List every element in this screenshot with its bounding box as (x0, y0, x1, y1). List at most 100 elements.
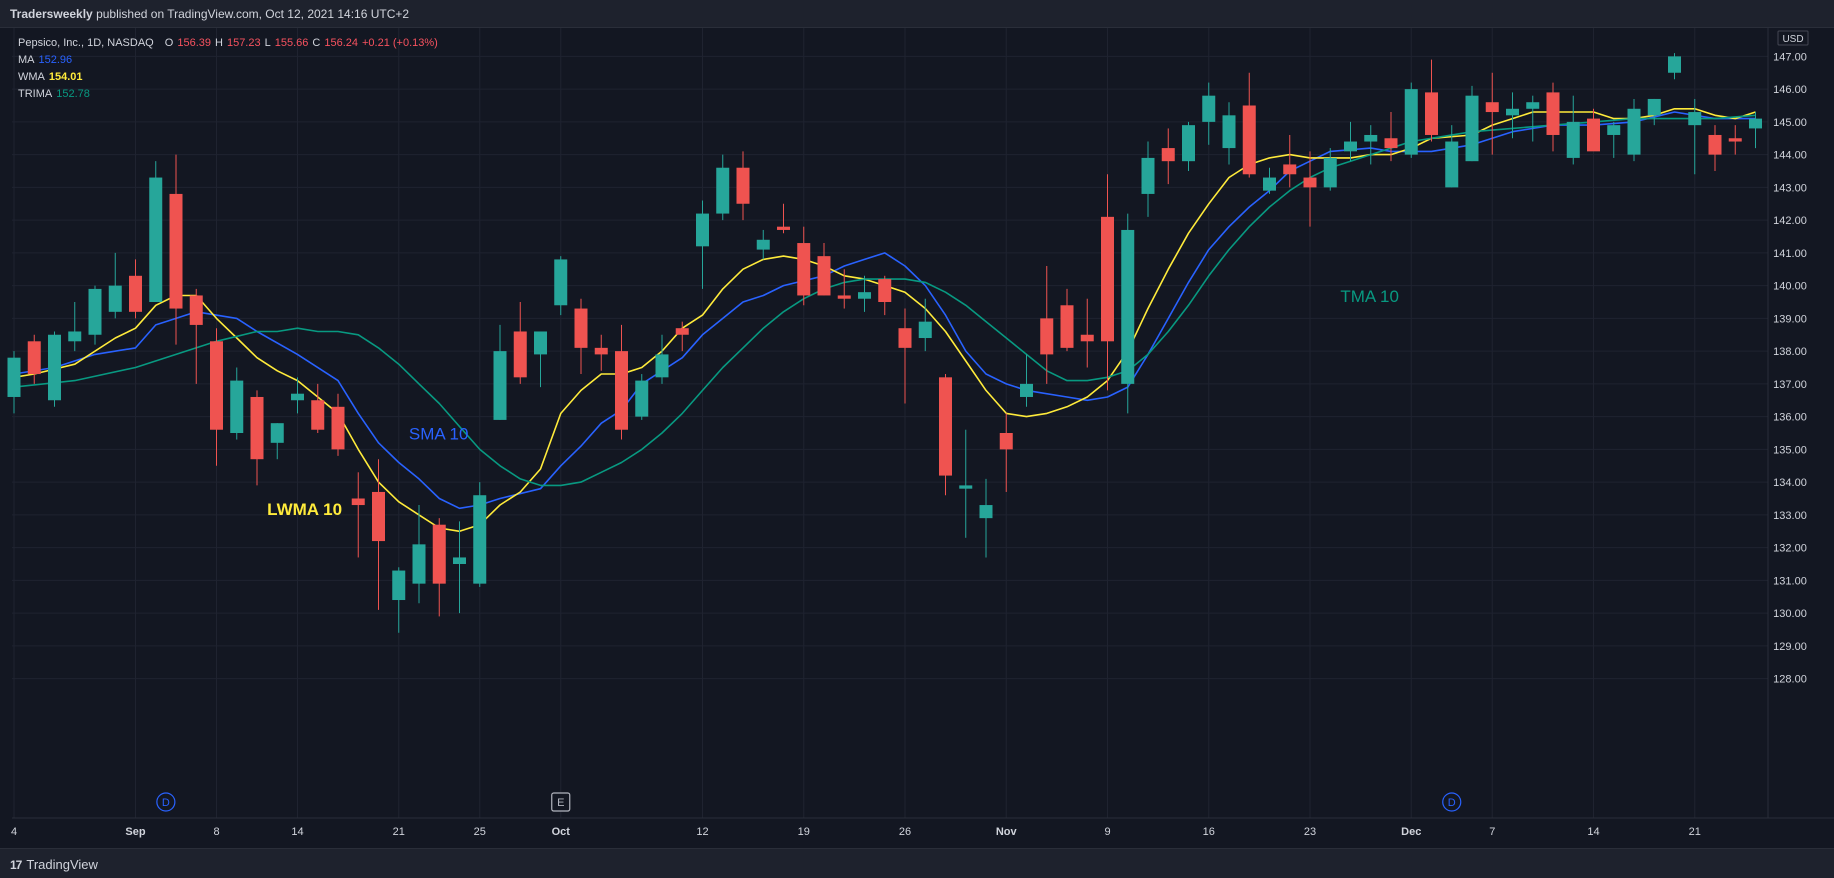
candle (999, 413, 1013, 492)
candle-body (817, 256, 831, 296)
candle-body (1283, 164, 1297, 175)
candle (918, 298, 932, 352)
candle (27, 334, 41, 384)
candle (1384, 112, 1398, 162)
candle-body (959, 485, 973, 489)
close-value: 156.24 (324, 37, 358, 49)
candle-body (898, 328, 912, 348)
candle (1485, 72, 1499, 155)
candle-body (999, 433, 1013, 450)
candle-body (1040, 318, 1054, 355)
dividend-icon[interactable] (1442, 792, 1462, 812)
wma-value: 154.01 (48, 71, 83, 83)
currency-label: USD (1782, 34, 1803, 45)
candle (716, 154, 730, 221)
candle (48, 331, 61, 407)
candle (1283, 134, 1297, 188)
chart-area[interactable]: LWMA 10 SMA 10 TMA 10 128.00 129.00 130.00 13… (0, 28, 1834, 848)
candle (7, 351, 21, 414)
price-chart[interactable]: LWMA 10 SMA 10 TMA 10 128.00 129.00 130.00 13… (0, 28, 1834, 848)
publish-header: Tradersweekly published on TradingView.c… (0, 0, 1834, 28)
candle (372, 459, 385, 610)
candle (412, 505, 426, 604)
candle (169, 154, 183, 345)
dividend-icon-label: D (162, 797, 170, 809)
candle-body (432, 524, 446, 584)
candle (1708, 125, 1722, 171)
publisher-name[interactable]: Tradersweekly (10, 7, 93, 21)
candle-body (1708, 134, 1722, 155)
candle-body (1364, 134, 1378, 142)
candle (311, 383, 325, 433)
trima-value: 152.78 (56, 88, 90, 100)
candle (210, 328, 223, 466)
candle-body (635, 380, 649, 417)
candle-body (1020, 383, 1033, 397)
candle (1566, 95, 1580, 165)
x-axis[interactable]: 4 Sep 8 14 21 25 Oct 12 19 26 Nov 9 16 23 Dec 7 14 21 (11, 817, 1834, 838)
candle (574, 298, 588, 375)
earnings-icon[interactable] (551, 792, 571, 812)
x-tick-label: 9 (1104, 826, 1110, 838)
candle (1323, 148, 1337, 191)
candle (1263, 167, 1276, 194)
grid (12, 28, 1768, 818)
ma-row[interactable]: MA 152.96 (18, 52, 438, 69)
y-tick-label: 131.00 (1773, 575, 1807, 587)
change-value: +0.21 (+0.13%) (362, 37, 438, 49)
candle (797, 226, 811, 306)
candle-body (675, 328, 689, 335)
candle-body (1546, 92, 1560, 135)
candle-body (250, 396, 264, 460)
candle-body (493, 351, 507, 420)
candle-body (392, 570, 406, 601)
tradingview-logo[interactable]: 17 TradingView (10, 857, 98, 872)
y-tick-label: 128.00 (1773, 674, 1807, 686)
candle-body (1647, 98, 1661, 116)
x-tick-label: 16 (1203, 826, 1215, 838)
chart-legend: Pepsico, Inc., 1D, NASDAQ O 156.39 H 157.2… (18, 35, 438, 103)
candle-body (939, 377, 952, 476)
candle-body (756, 239, 770, 250)
candle (736, 151, 750, 221)
trima-row[interactable]: TRIMA 152.78 (18, 86, 438, 103)
candle (696, 200, 709, 289)
candle-body (1465, 95, 1479, 162)
footer: 17 TradingView (0, 848, 1834, 878)
candle-body (1688, 112, 1702, 126)
candle-body (1384, 138, 1398, 149)
candle (68, 302, 82, 352)
candle-body (270, 423, 284, 443)
candle-body (473, 495, 487, 584)
candle-body (979, 505, 993, 519)
candle-body (1121, 229, 1135, 384)
y-tick-label: 139.00 (1773, 313, 1807, 325)
candle-body (1060, 305, 1074, 348)
x-tick-label: 14 (1587, 826, 1599, 838)
candle-body (1202, 95, 1216, 122)
open-label: O (164, 37, 174, 49)
candle (513, 302, 527, 384)
candle (655, 334, 669, 384)
candle-body (1141, 157, 1155, 194)
candle (250, 390, 264, 486)
moving-averages (13, 108, 1756, 533)
tradingview-logo-icon: 17 (10, 857, 22, 872)
wma-row[interactable]: WMA 154.01 (18, 69, 438, 86)
y-tick-label: 133.00 (1773, 510, 1807, 522)
wma-label: WMA (18, 71, 45, 83)
dividend-icon-label: D (1448, 797, 1456, 809)
y-tick-label: 140.00 (1773, 281, 1807, 293)
candle-body (513, 331, 527, 378)
candle (1688, 98, 1702, 175)
y-axis[interactable]: 128.00 129.00 130.00 131.00 132.00 133.00 134.… (1767, 28, 1809, 818)
low-label: L (264, 37, 271, 49)
candle-body (1728, 138, 1742, 142)
candle (594, 334, 608, 371)
candle (1668, 53, 1681, 80)
symbol-name[interactable]: Pepsico, Inc., 1D, NASDAQ (18, 37, 154, 49)
candle (1222, 102, 1236, 165)
x-tick-label: 19 (798, 826, 810, 838)
candle-body (574, 308, 588, 348)
dividend-icon[interactable] (156, 792, 176, 812)
